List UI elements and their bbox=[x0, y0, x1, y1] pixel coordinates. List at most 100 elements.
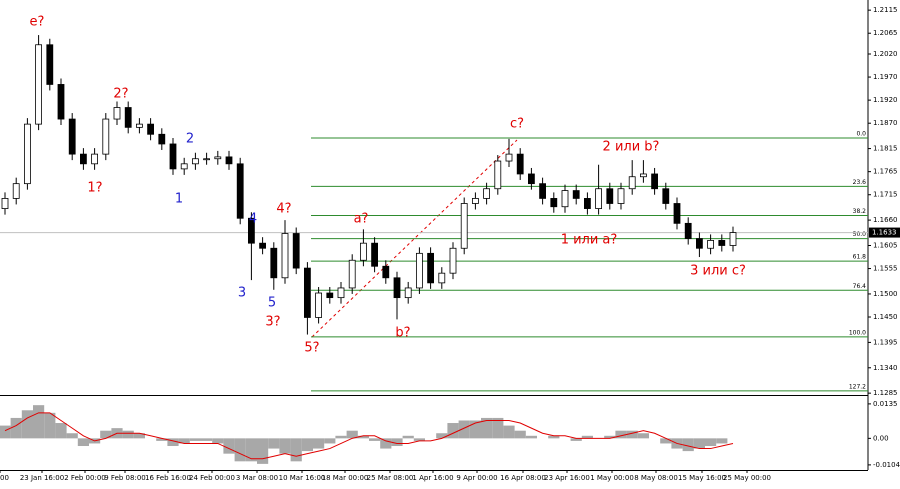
osc-histogram-bar bbox=[503, 425, 515, 439]
fib-label: 50.0 bbox=[853, 231, 867, 238]
osc-histogram-bar bbox=[615, 430, 627, 439]
osc-histogram-bar bbox=[481, 417, 493, 439]
osc-histogram-bar bbox=[335, 435, 347, 439]
osc-histogram-bar bbox=[44, 412, 56, 439]
osc-histogram-bar bbox=[33, 405, 45, 439]
fib-label: 0.0 bbox=[856, 130, 866, 137]
candle-body bbox=[35, 44, 42, 125]
y-tick-label: 1.1660 bbox=[873, 216, 898, 224]
y-tick-label: 1.1340 bbox=[873, 364, 898, 372]
osc-histogram-bar bbox=[301, 438, 313, 452]
osc-histogram-bar bbox=[357, 435, 369, 439]
osc-histogram-bar bbox=[234, 438, 246, 462]
y-tick-label: 1.1285 bbox=[873, 389, 898, 397]
candle-body bbox=[617, 188, 625, 204]
x-tick-label: 9 Apr 00:00 bbox=[456, 474, 497, 482]
osc-histogram-bar bbox=[682, 438, 694, 452]
osc-histogram-bar bbox=[156, 438, 168, 441]
candle-body bbox=[225, 156, 233, 165]
candle-body bbox=[147, 123, 155, 135]
x-tick-label: 8 May 08:00 bbox=[634, 474, 678, 482]
candle-body bbox=[247, 217, 255, 244]
candle-body bbox=[718, 240, 726, 246]
osc-histogram-bar bbox=[380, 438, 392, 449]
candle-body bbox=[303, 267, 311, 318]
candle-body bbox=[684, 222, 692, 239]
osc-histogram-bar bbox=[212, 438, 224, 444]
y-tick-label: 1.1970 bbox=[873, 73, 898, 81]
candle-body bbox=[23, 123, 31, 185]
osc-histogram-bar bbox=[436, 433, 448, 439]
candle-body bbox=[326, 292, 334, 299]
fib-label: 23.6 bbox=[853, 179, 867, 186]
y-tick-label: 1.1555 bbox=[873, 265, 898, 273]
x-tick-label: 25 May 00:00 bbox=[723, 474, 771, 482]
candle-body bbox=[572, 190, 580, 199]
y-tick-label: 1.1765 bbox=[873, 168, 898, 176]
candle-body bbox=[259, 242, 267, 249]
candle-body bbox=[584, 198, 591, 209]
y-tick-label: 1.1815 bbox=[873, 145, 898, 153]
osc-histogram-bar bbox=[469, 420, 481, 439]
trend-line bbox=[311, 139, 518, 338]
osc-histogram-bar bbox=[660, 438, 672, 444]
osc-histogram-bar bbox=[122, 430, 134, 439]
candle-body bbox=[640, 173, 647, 178]
y-tick-label: 1.1870 bbox=[873, 119, 898, 127]
candle-body bbox=[214, 156, 222, 160]
x-tick-label: 1 Apr 16:00 bbox=[412, 474, 453, 482]
candle-body bbox=[483, 188, 491, 199]
candle-body bbox=[158, 133, 166, 145]
candle-body bbox=[494, 160, 502, 190]
x-tick-label: 18 Mar 00:00 bbox=[322, 474, 369, 482]
candle-body bbox=[516, 153, 524, 175]
current-price-label: 1.1633 bbox=[872, 229, 897, 237]
x-tick-label: 24 Feb 00:00 bbox=[189, 474, 235, 482]
x-tick-label: 23 Jan 16:00 bbox=[20, 474, 64, 482]
wave-label: a? bbox=[354, 212, 369, 227]
candle-body bbox=[371, 242, 379, 267]
candle-body bbox=[539, 183, 546, 199]
candle-body bbox=[729, 232, 737, 246]
y-tick-label: 1.1450 bbox=[873, 313, 898, 321]
fib-label: 100.0 bbox=[849, 329, 866, 336]
candle-body bbox=[460, 203, 468, 249]
fib-label: 38.2 bbox=[853, 208, 867, 215]
candle-body bbox=[315, 292, 323, 318]
osc-y-tick-label: -0.0104 bbox=[873, 461, 900, 469]
candle-body bbox=[393, 277, 401, 299]
osc-histogram-bar bbox=[458, 420, 470, 439]
candle-body bbox=[337, 287, 345, 299]
osc-histogram-bar bbox=[245, 438, 257, 462]
osc-histogram-bar bbox=[604, 435, 616, 439]
candle-body bbox=[236, 163, 244, 219]
osc-histogram-bar bbox=[55, 423, 67, 439]
wave-label: 4 bbox=[249, 212, 257, 227]
candle-body bbox=[696, 238, 703, 249]
fib-label: 61.8 bbox=[853, 254, 867, 261]
osc-histogram-bar bbox=[413, 438, 425, 441]
osc-histogram-bar bbox=[514, 430, 526, 439]
osc-histogram-bar bbox=[178, 438, 190, 444]
y-tick-label: 1.2020 bbox=[873, 50, 898, 58]
wave-label: e? bbox=[30, 15, 45, 30]
osc-histogram-bar bbox=[290, 438, 302, 462]
candle-body bbox=[595, 188, 602, 209]
candle-body bbox=[68, 118, 76, 155]
candle-body bbox=[102, 118, 110, 155]
osc-histogram-bar bbox=[223, 438, 235, 454]
osc-histogram-bar bbox=[525, 435, 537, 439]
fib-label: 76.4 bbox=[853, 283, 867, 290]
osc-histogram-bar bbox=[257, 438, 269, 464]
osc-histogram-bar bbox=[167, 438, 179, 447]
osc-histogram-bar bbox=[10, 417, 22, 439]
candle-body bbox=[270, 247, 278, 279]
wave-label: 2 или b? bbox=[603, 140, 660, 155]
osc-histogram-bar bbox=[637, 433, 649, 439]
osc-histogram-bar bbox=[705, 438, 717, 447]
candle-body bbox=[561, 190, 569, 208]
osc-histogram-bar bbox=[324, 438, 336, 444]
candle-body bbox=[57, 84, 65, 120]
candle-body bbox=[606, 188, 614, 204]
osc-histogram-bar bbox=[133, 433, 145, 439]
